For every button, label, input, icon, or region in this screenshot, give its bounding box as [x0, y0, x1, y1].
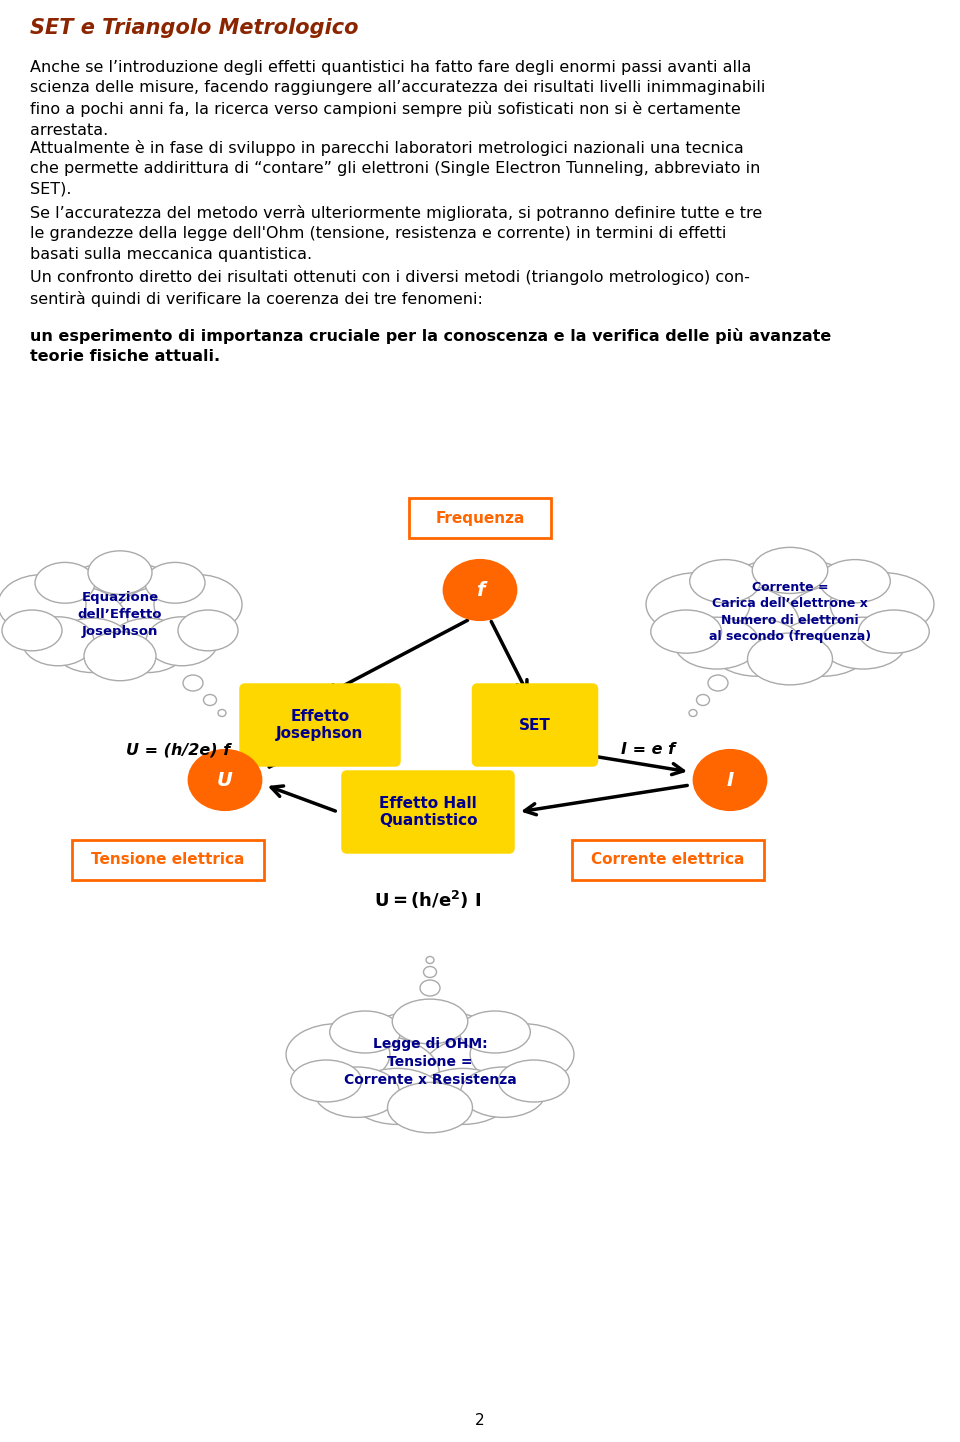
Text: U: U — [217, 770, 233, 790]
Ellipse shape — [705, 558, 875, 662]
Ellipse shape — [48, 561, 192, 659]
Ellipse shape — [218, 709, 226, 717]
Ellipse shape — [349, 1069, 444, 1125]
Ellipse shape — [84, 632, 156, 681]
Ellipse shape — [345, 1009, 515, 1110]
Ellipse shape — [780, 584, 913, 665]
Ellipse shape — [420, 1035, 553, 1113]
Text: Effetto
Josephson: Effetto Josephson — [276, 709, 364, 741]
Ellipse shape — [776, 619, 870, 676]
Text: Equazione
dell’Effetto
Josephson: Equazione dell’Effetto Josephson — [78, 591, 162, 639]
Ellipse shape — [689, 559, 760, 603]
Text: Se l’accuratezza del metodo verrà ulteriormente migliorata, si potranno definire: Se l’accuratezza del metodo verrà ulteri… — [30, 205, 762, 262]
Ellipse shape — [444, 561, 516, 620]
Text: $\mathbf{U = (h/e^2)\ I}$: $\mathbf{U = (h/e^2)\ I}$ — [374, 888, 482, 911]
Ellipse shape — [821, 617, 905, 669]
Ellipse shape — [709, 619, 804, 676]
Text: Frequenza: Frequenza — [435, 510, 525, 525]
Ellipse shape — [426, 956, 434, 963]
Text: I: I — [727, 770, 733, 790]
FancyBboxPatch shape — [473, 685, 596, 766]
Ellipse shape — [291, 1060, 362, 1102]
Ellipse shape — [286, 1024, 390, 1086]
Text: Tensione elettrica: Tensione elettrica — [91, 852, 245, 868]
Text: Un confronto diretto dei risultati ottenuti con i diversi metodi (triangolo metr: Un confronto diretto dei risultati otten… — [30, 270, 750, 307]
Ellipse shape — [753, 548, 828, 594]
FancyBboxPatch shape — [409, 497, 551, 538]
Ellipse shape — [145, 562, 205, 603]
Ellipse shape — [416, 1069, 511, 1125]
Ellipse shape — [820, 559, 890, 603]
Text: Effetto Hall
Quantistico: Effetto Hall Quantistico — [379, 796, 477, 828]
Ellipse shape — [388, 1083, 472, 1133]
Ellipse shape — [674, 617, 759, 669]
Ellipse shape — [393, 999, 468, 1044]
Ellipse shape — [646, 572, 750, 636]
Ellipse shape — [35, 562, 95, 603]
Ellipse shape — [183, 675, 203, 691]
Ellipse shape — [420, 981, 440, 996]
Ellipse shape — [423, 966, 437, 978]
Ellipse shape — [748, 633, 832, 685]
FancyBboxPatch shape — [72, 841, 264, 880]
Text: un esperimento di importanza cruciale per la conoscenza e la verifica delle più : un esperimento di importanza cruciale pe… — [30, 327, 831, 365]
FancyBboxPatch shape — [572, 841, 764, 880]
Text: f: f — [476, 581, 484, 600]
Ellipse shape — [830, 572, 934, 636]
Ellipse shape — [461, 1067, 545, 1118]
Ellipse shape — [189, 750, 261, 810]
Text: SET: SET — [519, 718, 551, 733]
Ellipse shape — [16, 585, 128, 662]
Text: Anche se l’introduzione degli effetti quantistici ha fatto fare degli enormi pas: Anche se l’introduzione degli effetti qu… — [30, 61, 765, 137]
Ellipse shape — [178, 610, 238, 650]
Text: SET e Triangolo Metrologico: SET e Triangolo Metrologico — [30, 17, 358, 37]
Ellipse shape — [329, 1011, 400, 1053]
Ellipse shape — [697, 695, 709, 705]
Ellipse shape — [460, 1011, 530, 1053]
Ellipse shape — [708, 675, 728, 691]
FancyBboxPatch shape — [343, 771, 513, 852]
Ellipse shape — [22, 617, 94, 666]
Text: U = (h/2e) f: U = (h/2e) f — [126, 743, 230, 757]
Text: Corrente elettrica: Corrente elettrica — [591, 852, 745, 868]
Ellipse shape — [694, 750, 766, 810]
Text: I = e f: I = e f — [621, 743, 675, 757]
Ellipse shape — [689, 709, 697, 717]
Ellipse shape — [314, 1067, 399, 1118]
Ellipse shape — [0, 575, 86, 634]
Ellipse shape — [667, 584, 800, 665]
Ellipse shape — [858, 610, 929, 653]
Text: Corrente =
Carica dell’elettrone x
Numero di elettroni
al secondo (frequenza): Corrente = Carica dell’elettrone x Numer… — [708, 581, 871, 643]
Ellipse shape — [88, 551, 152, 594]
Text: Legge di OHM:
Tensione =
Corrente x Resistenza: Legge di OHM: Tensione = Corrente x Resi… — [344, 1037, 516, 1087]
Ellipse shape — [498, 1060, 569, 1102]
Text: Attualmente è in fase di sviluppo in parecchi laboratori metrologici nazionali u: Attualmente è in fase di sviluppo in par… — [30, 140, 760, 196]
FancyBboxPatch shape — [241, 685, 399, 766]
Ellipse shape — [52, 619, 132, 672]
Ellipse shape — [651, 610, 722, 653]
Ellipse shape — [2, 610, 62, 650]
Ellipse shape — [112, 585, 224, 662]
Ellipse shape — [154, 575, 242, 634]
Ellipse shape — [204, 695, 217, 705]
Ellipse shape — [108, 619, 188, 672]
Ellipse shape — [146, 617, 218, 666]
Ellipse shape — [307, 1035, 440, 1113]
Ellipse shape — [470, 1024, 574, 1086]
Text: 2: 2 — [475, 1413, 485, 1428]
